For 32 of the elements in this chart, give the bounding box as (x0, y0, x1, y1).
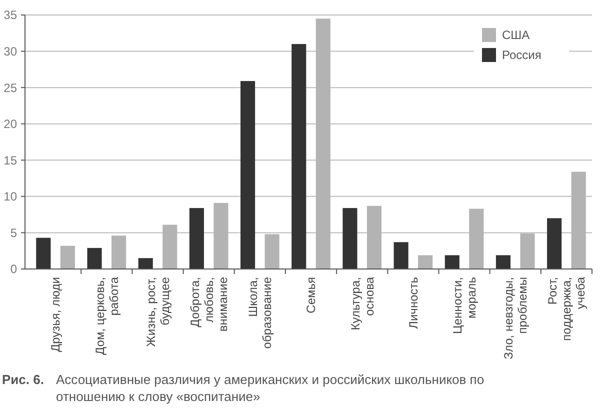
bar (342, 208, 358, 269)
y-tick-label: 20 (4, 117, 18, 132)
bar (444, 255, 460, 269)
bar (240, 81, 256, 269)
y-tick-label: 15 (4, 153, 18, 168)
legend-label: США (502, 28, 530, 42)
y-tick-label: 5 (10, 226, 18, 240)
bar (292, 44, 306, 269)
y-tick-label: 25 (4, 80, 18, 95)
y-tick-label: 30 (4, 44, 18, 58)
bar (87, 248, 102, 269)
y-tick-label: 0 (10, 262, 18, 276)
y-tick-label: 35 (4, 8, 18, 22)
bar (547, 218, 562, 269)
x-tick-label: Личность (406, 277, 420, 329)
text: Рис. 6. (2, 372, 44, 387)
bar (418, 255, 433, 269)
bar (496, 255, 511, 269)
x-tick-label: Семья (304, 277, 318, 314)
legend-label: Россия (502, 48, 542, 62)
bar (36, 238, 51, 269)
x-tick-label: Дом, церковь, работа (92, 276, 121, 355)
y-tick-label: 10 (4, 190, 18, 204)
bar (111, 236, 126, 269)
bar (189, 208, 204, 269)
bar (60, 246, 75, 269)
text: Ассоциативные различия у американских и российских школьников по отношению к слову «воспитание» (56, 372, 484, 404)
x-tick-label: Ценности, мораль (450, 277, 478, 334)
x-tick-label: Культура, основа (348, 276, 376, 330)
x-tick-label: Друзья, люди (48, 277, 63, 352)
bar (138, 258, 153, 269)
bar (394, 242, 408, 269)
